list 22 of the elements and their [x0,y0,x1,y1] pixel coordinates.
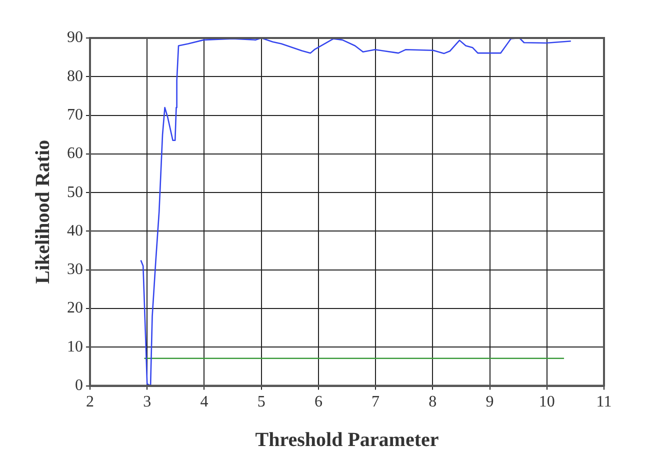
y-tick-label: 0 [75,377,83,394]
x-tick-label: 2 [86,394,94,411]
y-tick-label: 80 [67,68,83,85]
y-tick-label: 70 [67,106,83,124]
y-tick-label: 10 [67,338,83,356]
y-tick-label: 90 [67,29,83,46]
x-tick-label: 11 [596,394,612,411]
y-tick-label: 50 [67,184,83,201]
x-axis-title: Threshold Parameter [255,429,439,452]
y-axis-title: Likelihood Ratio [32,140,54,284]
x-tick-label: 7 [372,394,380,411]
y-tick-label: 30 [67,261,83,278]
x-tick-label: 6 [314,394,322,411]
x-tick-label: 5 [257,394,266,411]
x-tick-label: 3 [143,394,152,411]
y-tick-label: 60 [67,145,83,162]
x-tick-label: 8 [428,394,437,411]
y-tick-label: 40 [67,222,83,240]
x-tick-label: 4 [200,394,208,411]
y-tick-label: 20 [67,300,83,317]
x-tick-label: 9 [486,394,494,411]
x-tick-label: 10 [538,394,555,411]
